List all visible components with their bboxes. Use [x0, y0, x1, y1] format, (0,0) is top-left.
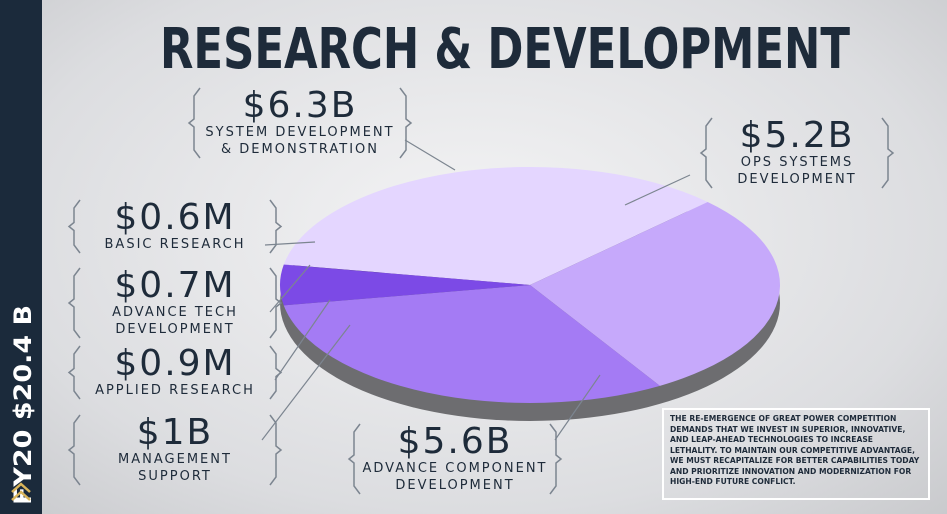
category-label: OPS SYSTEMS DEVELOPMENT	[712, 154, 882, 188]
category-label: MANAGEMENT SUPPORT	[80, 451, 270, 485]
infographic: FY20 $20.4 B RESEARCH & DEVELOPMENT $6.3…	[0, 0, 947, 514]
total-label: FY20 $20.4 B	[9, 305, 37, 505]
value-label: $5.6B	[360, 424, 550, 460]
category-label: ADVANCE TECH DEVELOPMENT	[80, 304, 270, 338]
category-label: BASIC RESEARCH	[80, 236, 270, 253]
value-label: $0.9M	[80, 346, 270, 382]
category-label: SYSTEM DEVELOPMENT & DEMONSTRATION	[200, 124, 400, 158]
value-label: $5.2B	[712, 118, 882, 154]
annotation: THE RE-EMERGENCE OF GREAT POWER COMPETIT…	[662, 408, 930, 500]
category-label: APPLIED RESEARCH	[80, 382, 270, 399]
value-label: $1B	[80, 415, 270, 451]
chart-title: RESEARCH & DEVELOPMENT	[160, 17, 850, 82]
category-label: ADVANCE COMPONENT DEVELOPMENT	[360, 460, 550, 494]
value-label: $0.6M	[80, 200, 270, 236]
value-label: $0.7M	[80, 268, 270, 304]
value-label: $6.3B	[200, 88, 400, 124]
